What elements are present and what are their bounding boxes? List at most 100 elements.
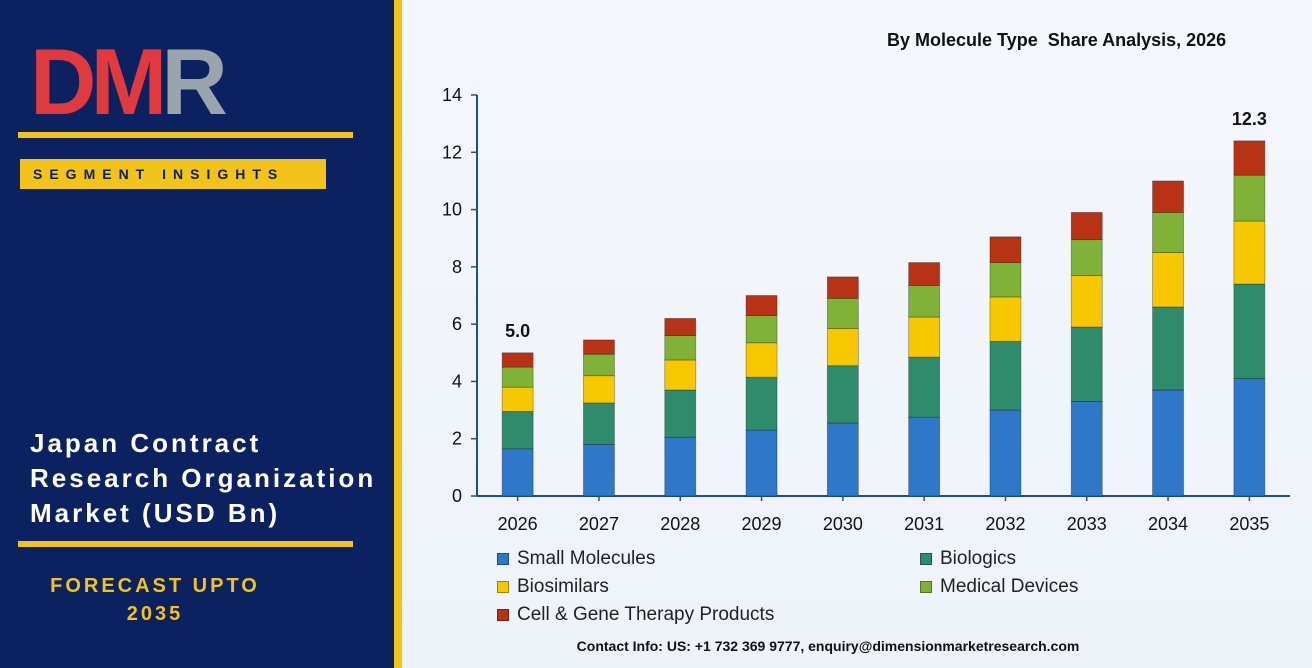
x-tick-label-2027: 2027 [579, 514, 619, 534]
legend-item-small-molecules: Small Molecules [497, 548, 655, 570]
bar-segment-biosimilars-2030 [826, 328, 859, 367]
bar-segment-biosimilars-2031 [908, 316, 941, 358]
x-tick-label-2028: 2028 [660, 514, 700, 534]
legend-item-biologics: Biologics [920, 548, 1016, 570]
legend-swatch-cell-gene-therapy [497, 609, 509, 621]
chart-title: By Molecule Type Share Analysis, 2026 [887, 30, 1227, 50]
bar-segment-cell-gene-therapy-products-2032 [989, 236, 1022, 263]
x-tick-label-2032: 2032 [985, 514, 1025, 534]
market-title-line-1: Japan Contract [30, 428, 262, 458]
legend-swatch-biosimilars [497, 581, 509, 593]
x-tick-label-2031: 2031 [904, 514, 944, 534]
legend-item-cell-gene-therapy: Cell & Gene Therapy Products [497, 604, 774, 626]
bar-segment-small-molecules-2033 [1070, 401, 1103, 497]
bar-segment-small-molecules-2027 [583, 444, 615, 497]
bar-segment-biologics-2033 [1070, 326, 1103, 402]
legend-swatch-biologics [920, 553, 932, 565]
bar-segment-biosimilars-2034 [1152, 252, 1184, 308]
legend-item-biosimilars: Biosimilars [497, 576, 609, 598]
bar-segment-biologics-2034 [1152, 306, 1184, 391]
bar-segment-small-molecules-2029 [745, 429, 778, 497]
y-tick-label: 8 [452, 257, 462, 277]
bar-segment-biologics-2035 [1233, 283, 1266, 379]
y-tick-label: 14 [442, 85, 462, 105]
bar-segment-biologics-2032 [989, 340, 1022, 411]
x-tick-label-2026: 2026 [498, 514, 538, 534]
bar-segment-biosimilars-2029 [745, 342, 778, 378]
y-tick-label: 12 [442, 142, 462, 162]
forecast-label: FORECAST UPTO 2035 [20, 572, 290, 628]
bar-segment-cell-gene-therapy-products-2033 [1070, 212, 1103, 241]
bar-segment-cell-gene-therapy-products-2035 [1233, 140, 1266, 176]
bar-segment-biologics-2030 [826, 365, 859, 424]
bar-segment-small-molecules-2026 [501, 448, 534, 497]
legend-swatch-medical-devices [920, 581, 932, 593]
legend-label-biologics: Biologics [940, 548, 1017, 569]
bar-segment-small-molecules-2034 [1152, 389, 1184, 497]
market-title-line-2: Research Organization [30, 463, 377, 493]
bar-segment-cell-gene-therapy-products-2034 [1152, 180, 1184, 213]
bar-segment-small-molecules-2030 [826, 422, 859, 497]
chart-legend: Small Molecules Biologics Biosimilars Me… [497, 548, 1197, 634]
legend-swatch-small-molecules [497, 553, 509, 565]
bar-segment-biosimilars-2027 [583, 375, 615, 404]
data-label-2026: 5.0 [505, 321, 530, 341]
market-title-line-3: Market (USD Bn) [30, 498, 281, 528]
bar-segment-biosimilars-2032 [989, 296, 1022, 342]
x-tick-label-2029: 2029 [742, 514, 782, 534]
bottom-gold-rule [18, 541, 353, 547]
gold-divider [394, 0, 402, 668]
x-tick-label-2035: 2035 [1229, 514, 1269, 534]
bar-segment-small-molecules-2032 [989, 409, 1022, 497]
top-gold-rule [18, 132, 353, 138]
bar-segment-medical-devices-2033 [1070, 239, 1103, 276]
bar-segment-small-molecules-2028 [664, 436, 697, 497]
bar-segment-cell-gene-therapy-products-2030 [826, 276, 859, 299]
bar-segment-biologics-2028 [664, 389, 697, 438]
bar-segment-cell-gene-therapy-products-2029 [745, 295, 778, 316]
y-tick-label: 6 [452, 314, 462, 334]
data-label-2035: 12.3 [1232, 109, 1267, 129]
bar-segment-cell-gene-therapy-products-2026 [501, 352, 534, 368]
forecast-line-2: 2035 [126, 603, 184, 625]
bar-segment-biologics-2031 [908, 356, 941, 418]
forecast-line-1: FORECAST UPTO [50, 575, 260, 597]
y-tick-label: 4 [452, 371, 462, 391]
market-title: Japan Contract Research Organization Mar… [30, 426, 392, 531]
bar-segment-cell-gene-therapy-products-2028 [664, 318, 697, 336]
legend-item-medical-devices: Medical Devices [920, 576, 1078, 598]
bar-segment-cell-gene-therapy-products-2027 [583, 339, 615, 355]
bar-segment-biologics-2026 [501, 411, 534, 450]
x-tick-label-2034: 2034 [1148, 514, 1188, 534]
bar-segment-biologics-2027 [583, 402, 615, 445]
legend-label-small-molecules: Small Molecules [517, 548, 656, 569]
bar-segment-medical-devices-2027 [583, 353, 615, 377]
bar-segment-small-molecules-2035 [1233, 378, 1266, 497]
bar-segment-biosimilars-2026 [501, 386, 534, 412]
bar-segment-medical-devices-2034 [1152, 212, 1184, 253]
bar-segment-biosimilars-2033 [1070, 275, 1103, 328]
bar-segment-biologics-2029 [745, 376, 778, 431]
y-tick-label: 2 [452, 429, 462, 449]
x-tick-label-2030: 2030 [823, 514, 863, 534]
left-panel: DMR SEGMENT INSIGHTS Japan Contract Rese… [0, 0, 394, 668]
logo-wordmark: DMR [30, 36, 226, 120]
y-tick-label: 0 [452, 486, 462, 506]
legend-label-cell-gene-therapy: Cell & Gene Therapy Products [517, 604, 775, 625]
bar-segment-biosimilars-2035 [1233, 220, 1266, 285]
dmr-logo: DMR [30, 29, 232, 134]
segment-insights-badge: SEGMENT INSIGHTS [20, 159, 326, 189]
bar-segment-biosimilars-2028 [664, 359, 697, 391]
contact-info: Contact Info: US: +1 732 369 9777, enqui… [576, 638, 1080, 654]
bar-segment-medical-devices-2026 [501, 366, 534, 388]
bar-segment-medical-devices-2032 [989, 262, 1022, 298]
x-tick-label-2033: 2033 [1067, 514, 1107, 534]
legend-label-medical-devices: Medical Devices [940, 576, 1079, 597]
bar-segment-small-molecules-2031 [908, 416, 941, 497]
bar-segment-medical-devices-2035 [1233, 174, 1266, 222]
bar-segment-medical-devices-2030 [826, 297, 859, 329]
bar-segment-medical-devices-2029 [745, 315, 778, 344]
legend-label-biosimilars: Biosimilars [517, 576, 609, 597]
y-tick-label: 10 [442, 200, 462, 220]
